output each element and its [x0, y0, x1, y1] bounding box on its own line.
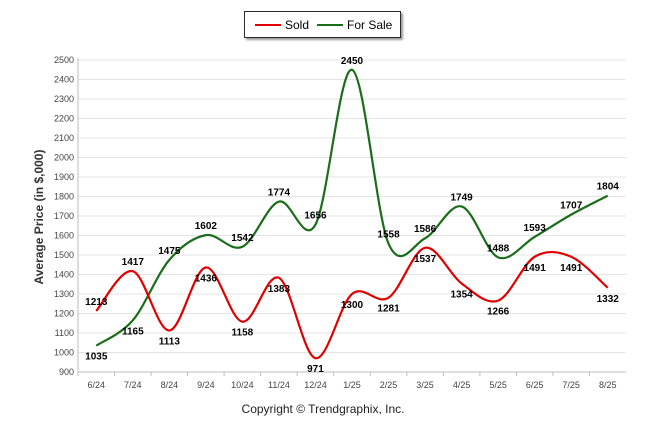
y-tick-label: 1200 — [54, 309, 74, 319]
series-line-for-sale — [95, 68, 609, 347]
data-label-sold: 971 — [307, 364, 324, 375]
data-label-for-sale: 1165 — [122, 326, 144, 337]
y-tick-label: 2200 — [54, 114, 74, 124]
data-label-sold: 1266 — [487, 307, 510, 318]
x-tick-label: 3/25 — [416, 380, 434, 390]
data-label-for-sale: 1542 — [231, 233, 254, 244]
y-tick-label: 900 — [59, 367, 74, 377]
data-label-sold: 1491 — [560, 263, 583, 274]
data-label-sold: 1417 — [122, 257, 145, 268]
x-tick-label: 4/25 — [453, 380, 471, 390]
x-tick-label: 10/24 — [231, 380, 254, 390]
data-label-sold: 1213 — [85, 297, 108, 308]
data-label-sold: 1113 — [159, 336, 181, 347]
data-label-sold: 1436 — [195, 273, 218, 284]
x-tick-label: 2/25 — [380, 380, 398, 390]
y-tick-label: 2500 — [54, 55, 74, 65]
data-label-for-sale: 1558 — [377, 230, 400, 241]
y-tick-label: 1400 — [54, 270, 74, 280]
data-label-sold: 1281 — [377, 304, 400, 315]
x-tick-label: 1/25 — [343, 380, 361, 390]
x-tick-label: 6/25 — [526, 380, 544, 390]
y-tick-label: 1700 — [54, 211, 74, 221]
y-tick-label: 1800 — [54, 192, 74, 202]
legend-label-sold: Sold — [285, 18, 310, 32]
y-tick-label: 2300 — [54, 94, 74, 104]
x-tick-label: 7/25 — [562, 380, 580, 390]
data-label-sold: 1383 — [268, 284, 291, 295]
data-label-sold: 1537 — [414, 254, 437, 265]
y-tick-label: 1500 — [54, 250, 74, 260]
data-label-for-sale: 1804 — [597, 182, 620, 193]
x-tick-label: 7/24 — [124, 380, 142, 390]
x-tick-label: 6/24 — [88, 380, 106, 390]
y-tick-label: 1900 — [54, 172, 74, 182]
series-line-sold — [95, 246, 609, 360]
y-tick-label: 1000 — [54, 348, 74, 358]
y-tick-label: 2000 — [54, 153, 74, 163]
y-tick-label: 2100 — [54, 133, 74, 143]
data-label-for-sale: 1475 — [158, 246, 181, 257]
legend-swatch-for-sale — [317, 24, 343, 26]
data-label-for-sale: 1774 — [268, 188, 291, 199]
y-tick-label: 1300 — [54, 289, 74, 299]
x-tick-label: 9/24 — [197, 380, 215, 390]
data-label-sold: 1158 — [232, 328, 254, 339]
legend-swatch-sold — [255, 24, 281, 26]
data-label-sold: 1354 — [450, 289, 473, 300]
data-label-for-sale: 1749 — [450, 192, 473, 203]
x-tick-label: 12/24 — [304, 380, 327, 390]
data-label-for-sale: 2450 — [341, 56, 364, 67]
data-label-for-sale: 1707 — [560, 201, 583, 212]
x-tick-label: 5/25 — [489, 380, 507, 390]
y-tick-label: 2400 — [54, 75, 74, 85]
x-tick-label: 11/24 — [268, 380, 290, 390]
data-label-sold: 1491 — [524, 263, 547, 274]
data-label-for-sale: 1656 — [304, 211, 327, 222]
x-tick-label: 8/25 — [599, 380, 617, 390]
data-label-for-sale: 1593 — [524, 223, 547, 234]
chart-legend: Sold For Sale — [244, 11, 401, 38]
data-label-sold: 1300 — [341, 300, 364, 311]
legend-label-for-sale: For Sale — [347, 18, 393, 32]
data-label-sold: 1332 — [597, 294, 620, 305]
data-label-for-sale: 1602 — [195, 221, 218, 232]
y-tick-label: 1100 — [55, 328, 74, 338]
y-tick-label: 1600 — [54, 231, 74, 241]
data-label-for-sale: 1586 — [414, 224, 437, 235]
copyright-text: Copyright © Trendgraphix, Inc. — [241, 402, 405, 416]
x-tick-label: 8/24 — [161, 380, 179, 390]
data-label-for-sale: 1035 — [85, 352, 108, 363]
data-label-for-sale: 1488 — [487, 243, 510, 254]
